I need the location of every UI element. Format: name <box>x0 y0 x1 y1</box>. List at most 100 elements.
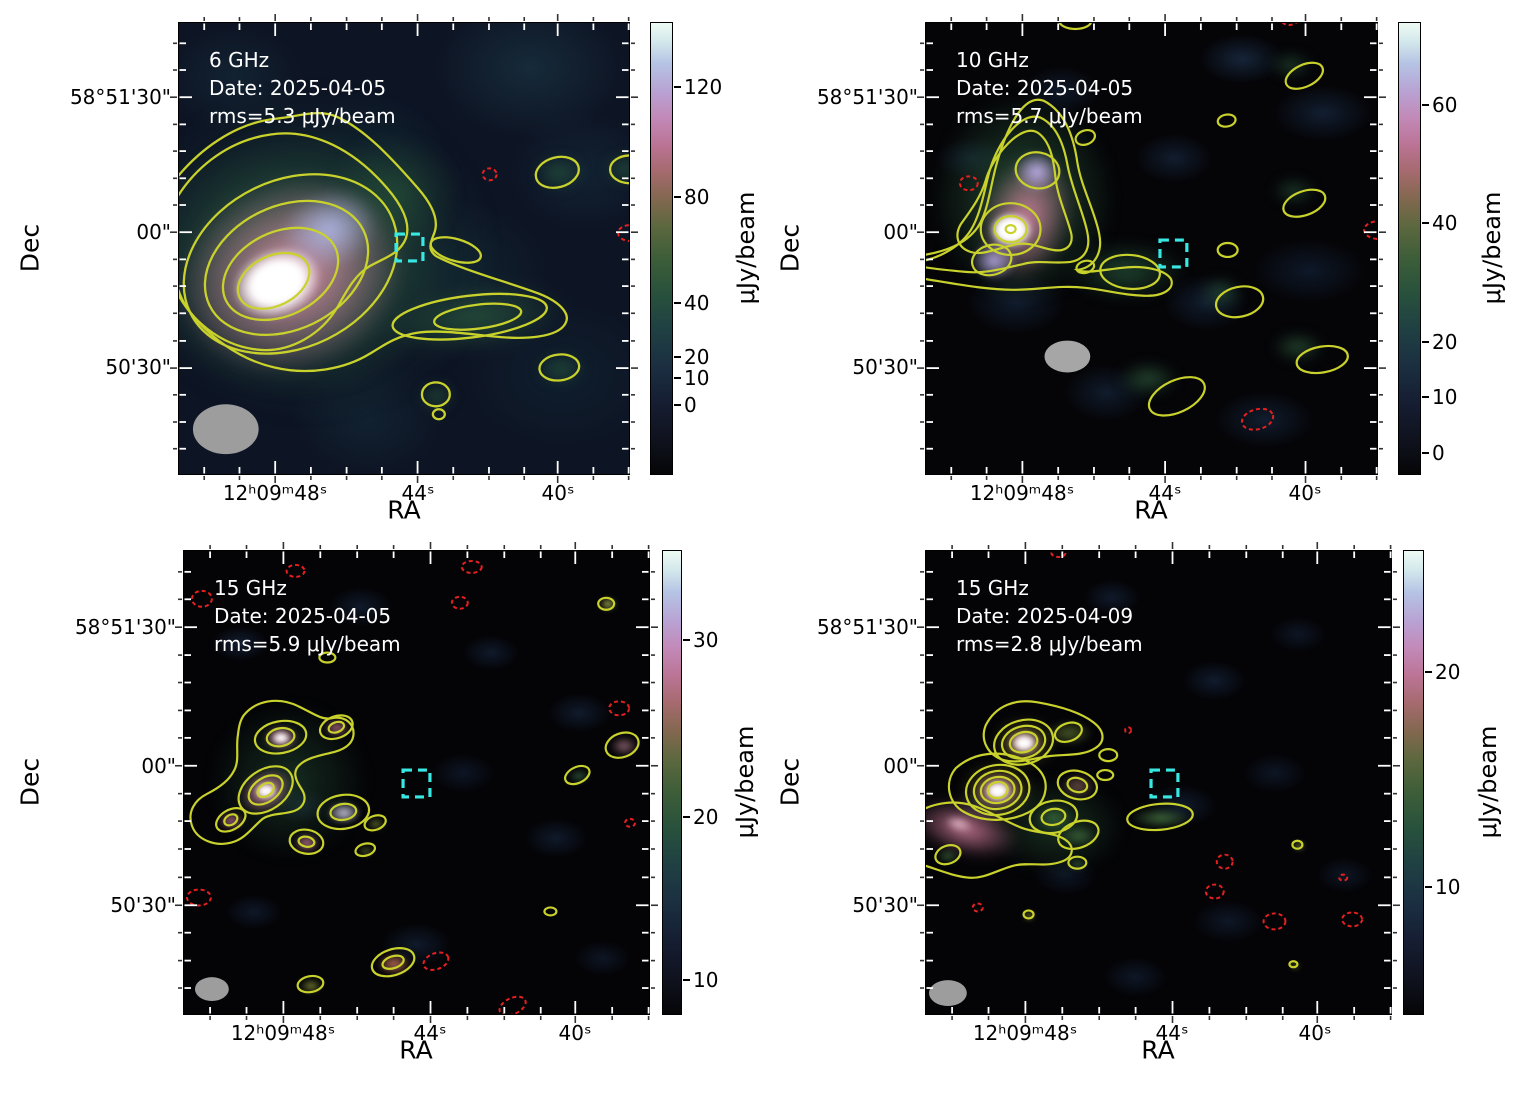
colorbar-tick <box>683 639 690 642</box>
y-tick-label: 58°51'30" <box>816 615 918 639</box>
colorbar-tick <box>1422 451 1429 454</box>
y-tick-label: 50'30" <box>852 893 918 917</box>
green-knot <box>358 846 374 856</box>
beam-ellipse <box>1044 340 1091 373</box>
dec-axis-title: Dec <box>15 223 45 273</box>
contour-overlay <box>185 559 640 1014</box>
x-tick-label: 40ˢ <box>1288 481 1322 505</box>
colorbar-tick-label: 10 <box>693 968 719 993</box>
colorbar-tick <box>674 85 681 88</box>
colorbar-tick-label: 10 <box>1432 385 1458 410</box>
colorbar-gradient <box>1398 22 1421 475</box>
colorbar-tick-label: 0 <box>684 392 697 417</box>
ra-axis-title: RA <box>1141 1035 1175 1065</box>
sky-map-15ghz-b: 15 GHz Date: 2025-04-09 rms=2.8 μJy/beam <box>925 550 1392 1015</box>
colorbar-tick-label: 10 <box>1435 874 1461 899</box>
colorbar-tick-label: 10 <box>684 365 710 390</box>
green-capsule <box>1130 807 1192 829</box>
colorbar-tick <box>1422 396 1429 399</box>
rms-label: rms=2.8 μJy/beam <box>956 632 1143 656</box>
dec-axis-title: Dec <box>775 757 805 807</box>
colorbar-tick-label: 0 <box>1432 440 1445 465</box>
colorbar-tick <box>674 376 681 379</box>
knot <box>1272 178 1316 204</box>
beam-ellipse <box>928 980 967 1007</box>
target-marker-box <box>394 232 425 263</box>
y-tick-label: 58°51'30" <box>816 85 918 109</box>
y-tick-label: 00" <box>883 220 918 244</box>
colorbar-10ghz: 60 40 20 10 0 <box>1398 22 1508 475</box>
colorbar-gradient <box>662 550 682 1015</box>
colorbar-tick <box>1425 670 1432 673</box>
y-tick-label: 00" <box>136 220 171 244</box>
contour-overlay <box>179 112 629 455</box>
dec-axis-title: Dec <box>15 757 45 807</box>
x-tick-label: 44ˢ <box>1148 481 1182 505</box>
x-tick-label: 12ʰ09ᵐ48ˢ <box>972 1021 1078 1045</box>
white-core <box>1012 734 1036 752</box>
knot <box>1118 362 1178 396</box>
colorbar-tick-label: 60 <box>1432 92 1458 117</box>
colorbar-tick <box>674 403 681 406</box>
colorbar-tick-label: 20 <box>1435 659 1461 684</box>
green-knot <box>1060 825 1098 847</box>
green-knot <box>936 848 960 864</box>
x-tick-label: 44ˢ <box>413 1021 447 1045</box>
ra-axis-title: RA <box>1134 495 1168 525</box>
colorbar-gradient <box>650 22 673 475</box>
date-label: Date: 2025-04-05 <box>214 604 392 628</box>
x-tick-label: 40ˢ <box>558 1021 592 1045</box>
freq-label: 15 GHz <box>214 576 287 600</box>
x-tick-label: 40ˢ <box>541 481 575 505</box>
rms-label: rms=5.3 μJy/beam <box>209 104 396 128</box>
colorbar-tick-label: 120 <box>684 74 723 99</box>
x-tick-label: 12ʰ09ᵐ48ˢ <box>222 481 328 505</box>
colorbar-tick <box>1422 340 1429 343</box>
colorbar-tick-label: 20 <box>684 345 710 370</box>
x-tick-label: 44ˢ <box>1155 1021 1189 1045</box>
colorbar-unit-label: μJy/beam <box>1474 725 1502 839</box>
y-tick-label: 50'30" <box>110 893 176 917</box>
colorbar-gradient <box>1403 550 1424 1015</box>
ra-axis-title: RA <box>399 1035 433 1065</box>
rms-label: rms=5.9 μJy/beam <box>214 632 401 656</box>
colorbar-tick <box>683 815 690 818</box>
colorbar-tick-label: 40 <box>684 290 710 315</box>
colorbar-unit-label: μJy/beam <box>1478 191 1506 305</box>
colorbar-tick <box>674 356 681 359</box>
contour-overlay <box>926 551 1364 1007</box>
white-core <box>272 732 290 744</box>
colorbar-15ghz-a: 30 20 10 <box>662 550 772 1015</box>
freq-label: 10 GHz <box>956 48 1029 72</box>
freq-label: 15 GHz <box>956 576 1029 600</box>
y-tick-label: 50'30" <box>105 355 171 379</box>
contour-overlay <box>926 23 1377 431</box>
rms-label: rms=5.7 μJy/beam <box>956 104 1143 128</box>
target-marker-box <box>1158 238 1189 269</box>
colorbar-tick <box>1425 885 1432 888</box>
pink-knot <box>610 736 638 756</box>
y-tick-label: 50'30" <box>852 355 918 379</box>
y-tick-label: 58°51'30" <box>74 615 176 639</box>
colorbar-tick <box>674 195 681 198</box>
colorbar-unit-label: μJy/beam <box>731 725 759 839</box>
sky-map-6ghz: 6 GHz Date: 2025-04-05 rms=5.3 μJy/beam <box>178 22 630 475</box>
beam-ellipse <box>194 977 229 1002</box>
sky-map-10ghz: 10 GHz Date: 2025-04-05 rms=5.7 μJy/beam <box>925 22 1378 475</box>
yellow-dot <box>1294 842 1304 850</box>
y-tick-label: 58°51'30" <box>69 85 171 109</box>
colorbar-tick-label: 30 <box>693 628 719 653</box>
dec-axis-title: Dec <box>775 223 805 273</box>
ra-axis-title: RA <box>387 495 421 525</box>
x-tick-label: 12ʰ09ᵐ48ˢ <box>230 1021 336 1045</box>
sky-map-15ghz-a: 15 GHz Date: 2025-04-05 rms=5.9 μJy/beam <box>183 550 650 1015</box>
knot <box>1199 277 1243 309</box>
colorbar-15ghz-b: 20 10 <box>1403 550 1513 1015</box>
freq-label: 6 GHz <box>209 48 270 72</box>
x-tick-label: 12ʰ09ᵐ48ˢ <box>969 481 1075 505</box>
colorbar-6ghz: 120 80 40 20 10 0 <box>650 22 760 475</box>
colorbar-tick-label: 80 <box>684 184 710 209</box>
colorbar-tick-label: 40 <box>1432 211 1458 236</box>
y-tick-label: 00" <box>141 754 176 778</box>
